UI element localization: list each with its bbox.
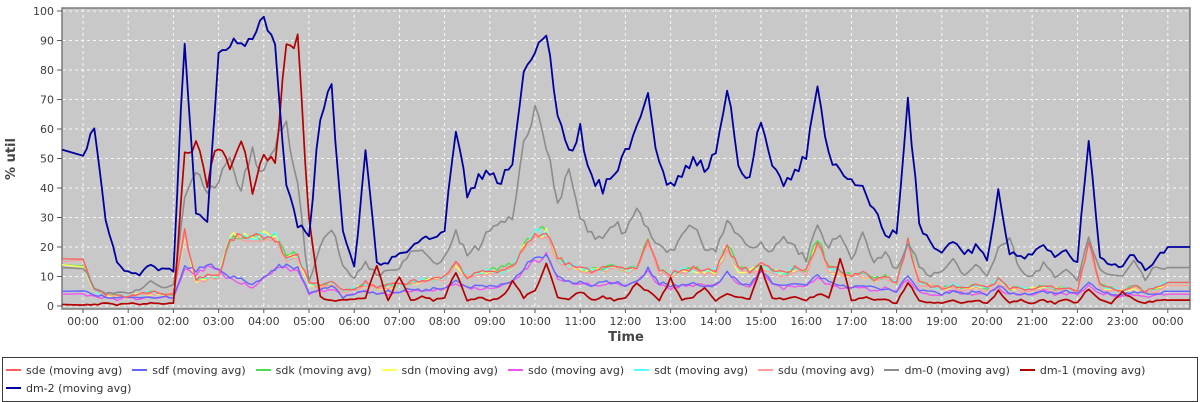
- legend-swatch-sdu: [758, 369, 773, 371]
- legend-swatch-sdo: [507, 369, 523, 371]
- legend-item-label: dm-2 (moving avg): [26, 381, 132, 395]
- legend-item-label: sde (moving avg): [26, 363, 123, 377]
- series-line-dm-0: [61, 104, 1190, 295]
- y-tick-label: 10: [40, 271, 54, 284]
- x-tick-label: 17:00: [836, 315, 868, 328]
- legend-item-sdk: sdk (moving avg): [255, 363, 372, 377]
- x-tick-label: 08:00: [429, 315, 461, 328]
- legend-swatch-dm-1: [1019, 369, 1035, 371]
- series-line-dm-1: [61, 33, 1190, 307]
- x-axis-title: Time: [608, 330, 644, 345]
- legend-swatch-dm-0: [884, 369, 900, 371]
- series-line-sdu: [61, 232, 1190, 299]
- y-tick-label: 0: [47, 300, 54, 313]
- y-tick-label: 70: [40, 94, 54, 107]
- legend-item-dm-0: dm-0 (moving avg): [884, 363, 1010, 377]
- legend-item-label: sdn (moving avg): [401, 363, 498, 377]
- x-tick-label: 15:00: [745, 315, 777, 328]
- x-tick-label: 01:00: [112, 315, 144, 328]
- x-tick-label: 00:00: [1152, 315, 1184, 328]
- x-tick-label: 20:00: [971, 315, 1003, 328]
- legend-item-label: sdt (moving avg): [654, 363, 748, 377]
- series-line-sde: [61, 227, 1190, 298]
- legend-swatch-sdf: [132, 369, 148, 371]
- legend-item-dm-1: dm-1 (moving avg): [1019, 363, 1146, 377]
- x-tick-label: 18:00: [881, 315, 913, 328]
- legend-row: dm-2 (moving avg): [6, 379, 1194, 397]
- legend-item-sdf: sdf (moving avg): [132, 363, 246, 377]
- x-tick-label: 09:00: [474, 315, 506, 328]
- tick-marks: [57, 10, 1169, 313]
- legend-item-label: sdu (moving avg): [778, 363, 875, 377]
- y-tick-label: 100: [33, 5, 54, 18]
- x-tick-label: 16:00: [790, 315, 822, 328]
- y-tick-label: 60: [40, 123, 54, 136]
- x-tick-label: 04:00: [248, 315, 280, 328]
- legend-row: sde (moving avg) sdf (moving avg) sdk (mov…: [6, 361, 1194, 379]
- x-tick-label: 23:00: [1107, 315, 1139, 328]
- y-tick-label: 50: [40, 153, 54, 166]
- series-line-dm-2: [61, 15, 1190, 277]
- legend-item-label: sdf (moving avg): [152, 363, 246, 377]
- legend-swatch-sdk: [255, 369, 271, 371]
- series-line-sdf: [61, 253, 1190, 299]
- y-tick-label: 20: [40, 241, 54, 254]
- legend-item-label: sdk (moving avg): [275, 363, 372, 377]
- x-tick-label: 12:00: [610, 315, 642, 328]
- legend-swatch-sdt: [634, 369, 650, 371]
- legend-item-sdo: sdo (moving avg): [507, 363, 625, 377]
- x-tick-label: 06:00: [338, 315, 370, 328]
- y-axis-title: % util: [4, 138, 19, 180]
- legend-swatch-sde: [6, 369, 21, 371]
- x-tick-label: 19:00: [926, 315, 958, 328]
- x-tick-label: 00:00: [67, 315, 99, 328]
- x-tick-label: 03:00: [203, 315, 235, 328]
- legend-item-sdu: sdu (moving avg): [758, 364, 874, 377]
- legend-item-label: dm-0 (moving avg): [904, 363, 1010, 377]
- legend-item-label: dm-1 (moving avg): [1039, 363, 1146, 377]
- legend-item-sdt: sdt (moving avg): [634, 364, 748, 377]
- x-tick-label: 21:00: [1016, 315, 1048, 328]
- x-tick-label: 10:00: [519, 315, 551, 328]
- y-tick-label: 30: [40, 212, 54, 225]
- x-tick-label: 11:00: [564, 315, 596, 328]
- legend-item-dm-2: dm-2 (moving avg): [6, 382, 131, 395]
- gridlines: [63, 9, 1189, 308]
- legend-swatch-sdn: [381, 369, 397, 371]
- x-tick-label: 14:00: [700, 315, 732, 328]
- x-tick-label: 22:00: [1062, 315, 1094, 328]
- y-tick-label: 80: [40, 64, 54, 77]
- y-tick-label: 90: [40, 35, 54, 48]
- x-tick-label: 05:00: [293, 315, 325, 328]
- y-tick-label: 40: [40, 182, 54, 195]
- legend-item-sde: sde (moving avg): [6, 364, 122, 377]
- legend-swatch-dm-2: [6, 387, 21, 389]
- tick-labels: 0 10 20 30 40 50 60 70 80 90 100 00:00 01:00 02:00 03:…: [33, 5, 1184, 328]
- x-tick-label: 13:00: [655, 315, 687, 328]
- x-tick-label: 07:00: [384, 315, 416, 328]
- chart-legend: sde (moving avg) sdf (moving avg) sdk (mov…: [2, 357, 1198, 402]
- legend-item-sdn: sdn (moving avg): [381, 363, 498, 377]
- x-tick-label: 02:00: [158, 315, 190, 328]
- legend-item-label: sdo (moving avg): [527, 363, 625, 377]
